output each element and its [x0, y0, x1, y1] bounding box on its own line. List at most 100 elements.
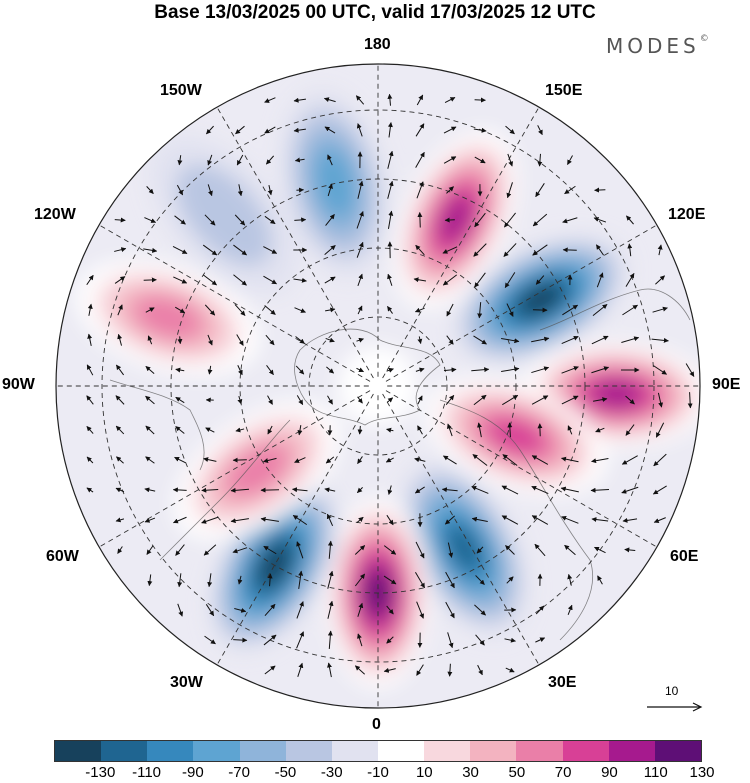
- wind-arrow: [324, 126, 336, 134]
- wind-arrow: [177, 336, 183, 345]
- wind-arrow: [235, 125, 245, 135]
- wind-arrow: [567, 425, 573, 435]
- colorbar: [54, 740, 702, 762]
- wind-arrow: [177, 155, 183, 166]
- wind-arrow: [115, 425, 125, 435]
- wind-arrow: [653, 365, 667, 375]
- wind-arrow: [292, 514, 308, 526]
- wind-arrow: [386, 605, 394, 615]
- colorbar-swatch: [470, 741, 517, 761]
- wind-arrow: [477, 664, 483, 676]
- wind-arrow: [145, 395, 155, 405]
- wind-arrow: [175, 544, 185, 556]
- wind-arrow: [324, 276, 336, 284]
- wind-arrow: [562, 304, 579, 316]
- wind-arrow: [416, 601, 425, 619]
- wind-arrow: [296, 541, 304, 559]
- wind-arrow: [621, 486, 639, 494]
- anomaly-contour: [520, 284, 561, 315]
- wind-arrow: [115, 517, 125, 523]
- wind-arrow: [325, 337, 335, 343]
- wind-arrow: [175, 367, 185, 373]
- wind-arrow: [117, 333, 123, 346]
- wind-arrow: [356, 367, 364, 373]
- wind-arrow: [146, 545, 154, 555]
- wind-arrow: [327, 395, 333, 405]
- wind-arrow: [593, 217, 607, 223]
- wind-arrow: [237, 365, 243, 376]
- wind-arrow: [323, 97, 336, 103]
- wind-arrow: [507, 422, 513, 438]
- wind-arrow: [447, 423, 453, 437]
- wind-arrow: [264, 305, 276, 315]
- wind-arrow: [531, 455, 549, 465]
- wind-arrow: [86, 395, 94, 405]
- wind-arrow: [386, 367, 394, 373]
- wind-arrow: [327, 183, 333, 197]
- wind-arrow: [115, 364, 125, 376]
- meridian-line: [385, 390, 658, 548]
- wind-arrow: [296, 631, 305, 649]
- wind-arrow: [621, 336, 640, 344]
- wind-arrow: [413, 277, 427, 283]
- wind-arrow: [267, 395, 273, 405]
- wind-arrow: [207, 365, 213, 375]
- wind-arrow: [561, 366, 579, 374]
- colorbar-swatch: [55, 741, 102, 761]
- latitude-circle: [101, 109, 655, 663]
- wind-arrow: [532, 213, 548, 227]
- colorbar-tick-label: 30: [462, 764, 479, 781]
- reference-vector-arrow: [647, 702, 703, 712]
- wind-arrow: [264, 603, 276, 617]
- colorbar-swatch: [608, 741, 655, 761]
- colorbar-tick-label: 110: [643, 764, 668, 781]
- label-lon-30w: 30W: [170, 674, 203, 691]
- wind-arrow: [442, 246, 458, 254]
- wind-arrow: [505, 125, 515, 135]
- wind-arrow: [444, 515, 456, 525]
- wind-arrow: [177, 603, 184, 617]
- wind-arrow: [651, 337, 669, 343]
- wind-arrow: [264, 126, 276, 134]
- wind-arrow: [503, 243, 517, 257]
- colorbar-tick-label: 130: [689, 764, 715, 781]
- wind-arrow: [172, 246, 188, 254]
- wind-arrow: [531, 515, 549, 525]
- wind-arrow: [595, 427, 605, 433]
- wind-arrow: [531, 336, 550, 343]
- colorbar-swatch: [424, 741, 471, 761]
- wind-arrow: [652, 485, 667, 495]
- wind-arrow: [235, 427, 245, 433]
- meridian-line: [216, 106, 374, 379]
- wind-arrow: [354, 545, 366, 555]
- wind-arrow: [146, 186, 154, 195]
- wind-arrow: [357, 273, 363, 287]
- wind-arrow: [417, 211, 423, 228]
- wind-arrow: [114, 217, 126, 223]
- wind-arrow: [535, 605, 545, 615]
- wind-arrow: [201, 516, 219, 524]
- wind-arrow: [535, 275, 545, 285]
- wind-arrow: [143, 277, 157, 283]
- label-lon-180: 180: [364, 36, 391, 53]
- wind-arrow: [443, 455, 457, 465]
- wind-arrow: [567, 573, 573, 586]
- wind-arrow: [564, 185, 576, 195]
- wind-arrow: [177, 573, 183, 588]
- wind-arrow: [477, 302, 483, 319]
- wind-arrow: [386, 514, 394, 526]
- wind-arrow: [537, 125, 543, 136]
- wind-arrow: [621, 455, 638, 465]
- wind-arrow: [357, 602, 364, 617]
- wind-arrow: [357, 180, 364, 199]
- colorbar-tick-label: -70: [228, 764, 250, 781]
- wind-arrow: [506, 182, 513, 199]
- wind-arrow: [414, 307, 425, 313]
- wind-arrow: [475, 575, 485, 585]
- label-lon-90w: 90W: [2, 376, 35, 393]
- wind-arrow: [234, 304, 246, 316]
- wind-arrow: [267, 573, 273, 587]
- wind-arrow: [504, 272, 516, 289]
- wind-arrow: [203, 544, 217, 556]
- wind-arrow: [234, 214, 246, 226]
